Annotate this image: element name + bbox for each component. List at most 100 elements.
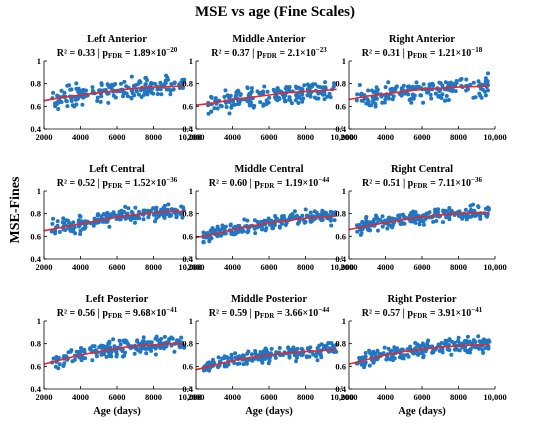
scatter-point (154, 205, 159, 210)
scatter-point (162, 81, 167, 86)
scatter-point (287, 95, 292, 100)
scatter-point (429, 96, 434, 101)
scatter-point (322, 97, 327, 102)
scatter-point (78, 232, 83, 236)
scatter-point (73, 97, 78, 102)
y-tick-label: 0.6 (182, 101, 193, 111)
scatter-point (443, 80, 448, 85)
scatter-point (265, 89, 270, 94)
scatter-point (456, 335, 461, 340)
scatter-point (57, 362, 62, 367)
p-label: p (102, 48, 108, 59)
scatter-point (153, 219, 157, 224)
scatter-point (433, 207, 437, 212)
scatter-point (370, 88, 374, 93)
scatter-point (368, 220, 373, 225)
scatter-point (222, 363, 227, 367)
x-tick-label: 6000 (261, 262, 278, 272)
y-tick-label: 1 (342, 56, 346, 66)
scatter-point (117, 217, 122, 222)
r2-value: R² = 0.60 | (209, 178, 255, 189)
scatter-point (481, 350, 486, 355)
scatter-point (320, 208, 325, 213)
scatter-point (366, 228, 371, 232)
x-tick-label: 10,000 (178, 392, 201, 402)
scatter-point (413, 220, 418, 225)
p-mantissa: = 1.21×10 (427, 48, 471, 59)
x-tick-label: 2000 (36, 392, 53, 402)
y-tick-label: 0.8 (182, 209, 193, 219)
panel-title: Middle Anterior (232, 34, 306, 45)
scatter-point (355, 223, 359, 228)
p-exponent: −36 (166, 176, 177, 184)
scatter-point (308, 210, 313, 215)
scatter-point (74, 81, 79, 86)
scatter-point (371, 360, 376, 365)
scatter-point (375, 348, 380, 353)
scatter-point (119, 81, 123, 86)
scatter-point (314, 96, 319, 101)
scatter-point (287, 88, 292, 93)
scatter-point (334, 349, 339, 354)
scatter-point (431, 350, 436, 355)
p-label: p (254, 308, 260, 319)
scatter-point (217, 228, 222, 233)
scatter-point (60, 220, 65, 225)
scatter-point (237, 223, 242, 228)
scatter-point (242, 217, 247, 222)
y-tick-label: 0.4 (30, 384, 41, 394)
scatter-point (261, 89, 266, 94)
panel-stats: R² = 0.60 | pFDR = 1.19×10−44 (209, 176, 330, 190)
scatter-point (101, 212, 106, 217)
scatter-point (143, 76, 148, 80)
scatter-point (53, 103, 58, 108)
scatter-point (401, 83, 406, 88)
scatter-point (91, 223, 96, 228)
scatter-point (305, 93, 310, 98)
scatter-point (442, 98, 447, 103)
scatter-point (387, 357, 392, 362)
scatter-point (414, 80, 419, 85)
scatter-point (319, 355, 324, 360)
scatter-point (66, 350, 71, 355)
scatter-point (121, 94, 125, 99)
y-tick-label: 0.4 (30, 124, 41, 134)
scatter-point (483, 338, 488, 343)
scatter-point (146, 346, 151, 350)
scatter-point (418, 219, 423, 224)
scatter-point (409, 96, 414, 101)
scatter-point (275, 86, 280, 91)
scatter-point (259, 350, 264, 355)
scatter-point (328, 216, 333, 221)
scatter-point (79, 346, 83, 350)
scatter-point (413, 341, 418, 345)
scatter-point (379, 94, 384, 99)
p-subscript: FDR (413, 182, 428, 190)
scatter-point (299, 86, 304, 91)
scatter-point (59, 100, 64, 105)
x-tick-label: 8000 (145, 132, 162, 142)
x-axis-label: Age (days) (93, 406, 141, 417)
figure-ylabel: MSE-Fines (8, 176, 23, 243)
y-tick-label: 0.4 (30, 254, 41, 264)
x-tick-label: 4000 (72, 262, 89, 272)
r2-value: R² = 0.51 | (362, 178, 408, 189)
fit-line (348, 211, 490, 231)
scatter-point (79, 356, 84, 361)
scatter-point (207, 237, 212, 242)
scatter-point (486, 71, 490, 76)
scatter-point (485, 214, 489, 219)
scatter-point (162, 215, 167, 220)
scatter-point (83, 356, 88, 361)
scatter-point (236, 89, 241, 94)
scatter-point (141, 217, 146, 222)
scatter-point (179, 335, 184, 340)
y-tick-label: 1 (189, 56, 193, 66)
scatter-point (303, 207, 308, 212)
scatter-point (465, 341, 470, 346)
scatter-point (223, 88, 228, 93)
scatter-point (357, 83, 362, 87)
scatter-point (281, 216, 286, 221)
